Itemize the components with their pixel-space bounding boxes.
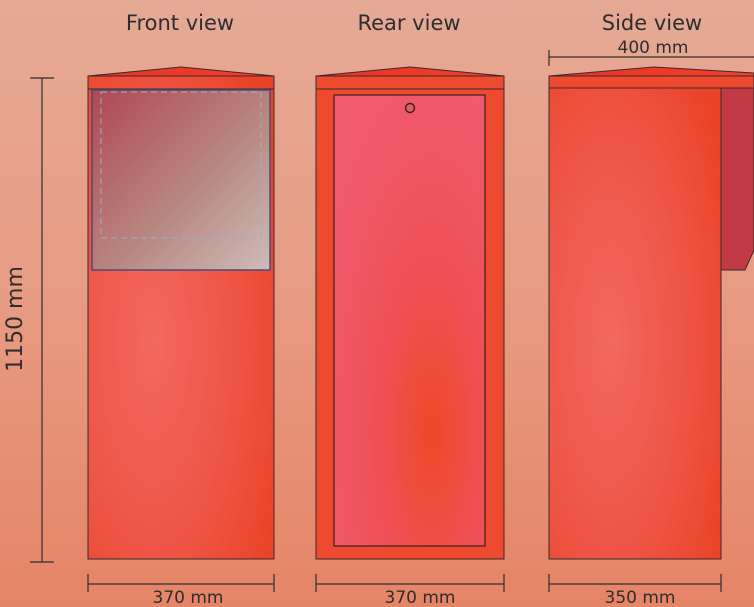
side-view-title: Side view — [602, 11, 702, 35]
side-width-label: 350 mm — [605, 588, 676, 607]
side-window-flap — [720, 87, 754, 271]
rear-door-panel — [333, 94, 486, 547]
side-roof-overhang — [548, 75, 754, 89]
height-dimension: 1150 mm — [3, 77, 54, 563]
front-width-dimension: 370 mm — [87, 574, 275, 607]
front-window-inner-frame — [100, 91, 262, 239]
height-label: 1150 mm — [3, 266, 28, 372]
rear-roof — [315, 66, 505, 77]
lock-icon — [404, 102, 416, 114]
side-width-dimension: 350 mm — [548, 574, 722, 607]
side-roof — [548, 66, 754, 77]
rear-width-label: 370 mm — [385, 588, 456, 607]
side-depth-label: 400 mm — [618, 38, 689, 58]
rear-view-title: Rear view — [357, 11, 460, 35]
front-width-label: 370 mm — [153, 588, 224, 607]
side-view: Side view — [548, 11, 754, 560]
side-depth-dimension: 400 mm — [548, 38, 754, 66]
front-window — [91, 89, 271, 271]
front-view: Front view — [87, 11, 275, 560]
rear-width-dimension: 370 mm — [315, 574, 505, 607]
rear-view: Rear view — [315, 11, 505, 560]
front-roof — [87, 66, 275, 77]
side-body — [548, 75, 722, 560]
front-view-title: Front view — [126, 11, 234, 35]
